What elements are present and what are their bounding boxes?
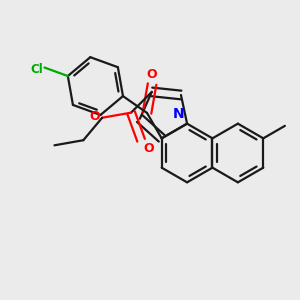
Text: N: N <box>173 107 184 121</box>
Text: O: O <box>144 142 154 155</box>
Text: O: O <box>147 68 158 81</box>
Text: O: O <box>89 110 100 123</box>
Text: Cl: Cl <box>30 63 43 76</box>
